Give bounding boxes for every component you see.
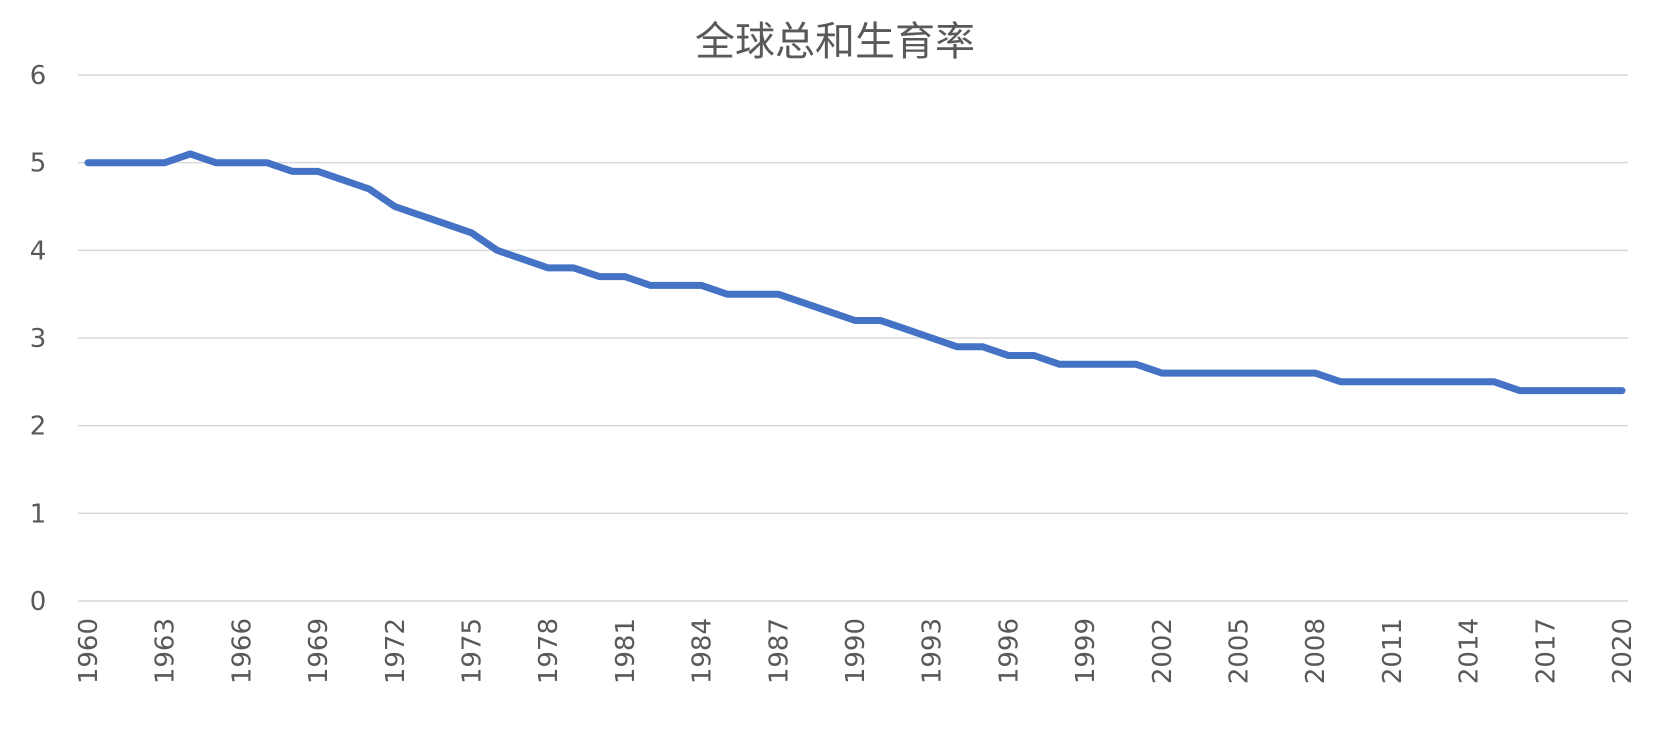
y-tick-label: 4 <box>30 236 47 266</box>
x-tick-label: 1993 <box>918 618 948 684</box>
series-line-0 <box>84 150 1626 395</box>
y-tick-label: 3 <box>30 324 47 354</box>
x-tick-label: 2020 <box>1608 618 1638 684</box>
x-tick-label: 1984 <box>688 618 718 684</box>
chart-title: 全球总和生育率 <box>695 19 975 65</box>
y-tick-label: 1 <box>30 499 47 529</box>
series-layer <box>84 150 1626 395</box>
y-tick-label: 5 <box>30 149 47 179</box>
x-tick-label: 1963 <box>151 618 181 684</box>
x-tick-label: 1990 <box>841 618 871 684</box>
x-tick-label: 1987 <box>764 618 794 684</box>
x-tick-label: 2014 <box>1455 618 1485 684</box>
x-tick-label: 1978 <box>534 618 564 684</box>
x-tick-label: 1966 <box>227 618 257 684</box>
x-axis-tick-labels: 1960 1963 1966 1969 1972 1975 1978 1981 1984 1987… <box>74 618 1638 684</box>
x-tick-label: 2008 <box>1301 618 1331 684</box>
x-tick-label: 1960 <box>74 618 104 684</box>
y-tick-label: 6 <box>30 61 47 91</box>
x-tick-label: 1981 <box>611 618 641 684</box>
y-axis-tick-labels: 0 1 2 3 4 5 6 <box>30 61 47 617</box>
x-tick-label: 1972 <box>381 618 411 684</box>
x-tick-label: 1999 <box>1071 618 1101 684</box>
x-tick-label: 2002 <box>1148 618 1178 684</box>
gridlines <box>78 74 1628 602</box>
x-tick-label: 1975 <box>458 618 488 684</box>
x-tick-label: 1996 <box>994 618 1024 684</box>
y-tick-label: 2 <box>30 412 47 442</box>
x-tick-label: 2005 <box>1225 618 1255 684</box>
y-tick-label: 0 <box>30 587 47 617</box>
x-tick-label: 1969 <box>304 618 334 684</box>
x-tick-label: 2017 <box>1531 618 1561 684</box>
x-tick-label: 2011 <box>1378 618 1408 684</box>
